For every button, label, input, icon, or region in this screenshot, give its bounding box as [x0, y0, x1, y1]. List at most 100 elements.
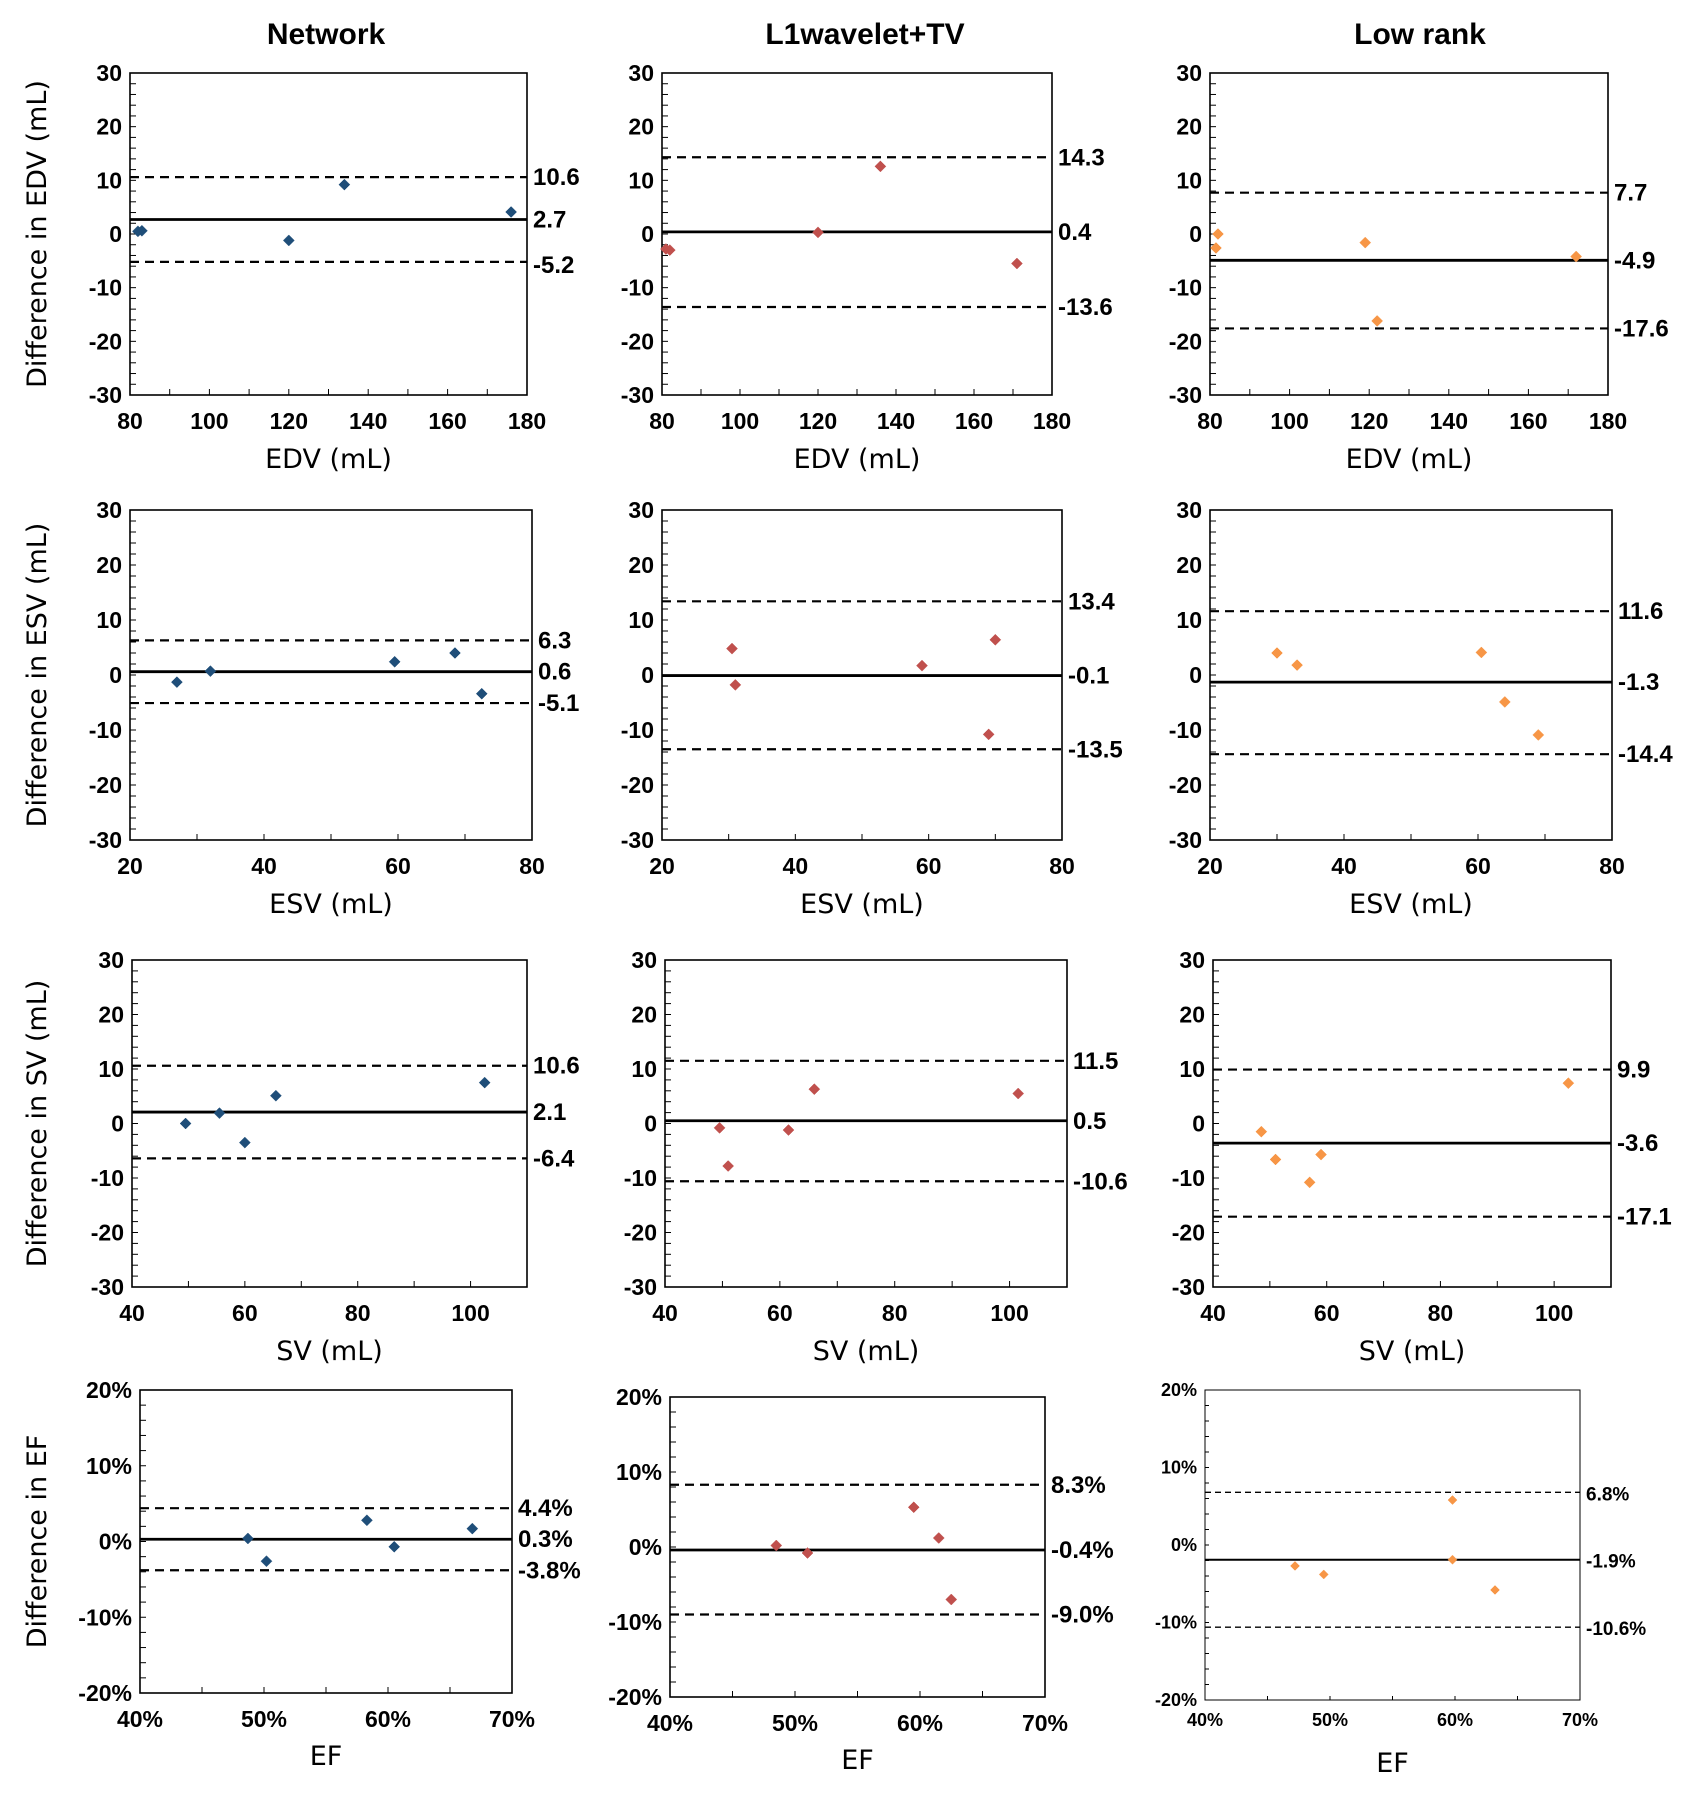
- data-point: [1255, 1125, 1268, 1138]
- data-point: [722, 1160, 735, 1172]
- data-point: [1290, 1561, 1300, 1571]
- mean-difference-label: 0.4: [1058, 219, 1092, 246]
- x-tick-label: 20: [1197, 853, 1223, 879]
- data-point: [1315, 1148, 1327, 1161]
- x-tick-label: 180: [1033, 408, 1071, 434]
- y-tick-label: -30: [1169, 827, 1202, 853]
- y-tick-label: 20: [96, 114, 122, 140]
- panel-edv-low-rank: -30 -20 -10 0 10 20 30 80 100 120 140 160 180 EDV (mL…: [1169, 60, 1669, 475]
- y-tick-label: -10: [624, 1165, 657, 1191]
- y-tick-label: -30: [1172, 1274, 1205, 1300]
- data-point: [213, 1107, 226, 1119]
- x-tick-label: 60: [1465, 853, 1491, 879]
- data-point: [713, 1122, 726, 1134]
- y-tick-label: 30: [1179, 947, 1205, 973]
- upper-limit-label: 13.4: [1068, 588, 1115, 615]
- x-tick-label: 100: [190, 408, 228, 434]
- mean-difference-label: 2.1: [533, 1099, 566, 1126]
- panel-esv-low-rank: -30 -20 -10 0 10 20 30 20 40 60 80 ESV (mL) 11.6 -1.3…: [1169, 497, 1674, 920]
- data-point: [1490, 1585, 1500, 1595]
- y-tick-label: 20%: [616, 1384, 662, 1410]
- data-point: [242, 1532, 254, 1545]
- y-tick-label: 30: [628, 60, 654, 86]
- y-tick-label: 20: [1176, 114, 1202, 140]
- x-tick-label: 70%: [1562, 1710, 1598, 1730]
- panel-edv-network: -30 -20 -10 0 10 20 30 80 100 120 140 160 180 EDV (mL…: [22, 60, 580, 475]
- x-axis-title: EF: [841, 1745, 874, 1776]
- y-tick-label: -10: [1172, 1165, 1205, 1191]
- y-tick-label: 10: [631, 1056, 657, 1082]
- x-tick-label: 80: [345, 1300, 371, 1326]
- x-tick-label: 140: [1430, 408, 1468, 434]
- lower-limit-label: -17.6: [1614, 315, 1669, 342]
- x-tick-label: 50%: [241, 1706, 287, 1732]
- y-axis-title: Difference in EF: [22, 1435, 53, 1649]
- plot-frame: [1209, 72, 1609, 396]
- mean-difference-label: -0.4%: [1051, 1537, 1114, 1564]
- y-tick-label: 10%: [86, 1453, 132, 1479]
- lower-limit-label: -6.4: [533, 1145, 575, 1172]
- x-tick-label: 20: [649, 853, 675, 879]
- x-axis-title: SV (mL): [276, 1336, 383, 1367]
- panel-ef-network: -20% -10% 0% 10% 20% 40% 50% 60% 70% EF Difference…: [22, 1377, 581, 1772]
- x-tick-label: 100: [1270, 408, 1308, 434]
- data-point: [1447, 1495, 1458, 1505]
- data-point: [1212, 228, 1224, 240]
- y-tick-label: 10: [628, 167, 654, 193]
- upper-limit-label: 10.6: [533, 1053, 580, 1080]
- data-point: [1269, 1153, 1282, 1166]
- x-tick-label: 40: [251, 853, 277, 879]
- data-point: [874, 160, 887, 173]
- y-tick-label: -20%: [78, 1680, 132, 1706]
- x-tick-label: 60%: [365, 1706, 411, 1732]
- plot-frame: [129, 509, 533, 841]
- x-axis-title: EF: [310, 1741, 343, 1772]
- y-tick-label: 0%: [1171, 1535, 1197, 1555]
- y-tick-label: -20%: [608, 1684, 662, 1710]
- y-tick-label: 0: [1189, 221, 1202, 247]
- x-tick-label: 60%: [897, 1710, 943, 1736]
- y-tick-label: -20: [89, 772, 122, 798]
- x-tick-label: 50%: [1312, 1710, 1348, 1730]
- y-tick-label: -10: [1169, 275, 1202, 301]
- x-tick-label: 70%: [489, 1706, 535, 1732]
- x-tick-label: 100: [451, 1300, 489, 1326]
- y-tick-label: -30: [1169, 382, 1202, 408]
- data-point: [1011, 257, 1023, 270]
- y-tick-label: -10: [1169, 717, 1202, 743]
- y-tick-label: -10: [621, 275, 654, 301]
- upper-limit-label: 14.3: [1058, 144, 1105, 171]
- x-tick-label: 60: [232, 1300, 258, 1326]
- y-tick-label: 0%: [99, 1529, 132, 1555]
- data-point: [1210, 242, 1222, 254]
- data-point: [1562, 1077, 1575, 1090]
- data-point: [388, 655, 401, 668]
- lower-limit-label: -5.1: [538, 690, 579, 717]
- upper-limit-label: 8.3%: [1051, 1472, 1106, 1499]
- y-tick-label: 10: [628, 607, 654, 633]
- data-point: [171, 676, 183, 689]
- upper-limit-label: 7.7: [1614, 180, 1647, 207]
- data-point: [1303, 1176, 1316, 1189]
- plot-frame: [669, 1396, 1046, 1698]
- y-tick-label: 10: [1176, 167, 1202, 193]
- plot-frame: [1209, 509, 1613, 841]
- data-point: [989, 633, 1002, 646]
- column-title-low-rank: Low rank: [1354, 18, 1486, 51]
- panel-sv-l1wavelet-tv: -30 -20 -10 0 10 20 30 40 60 80 100 SV (mL) 11.5 0.5 -…: [624, 947, 1128, 1367]
- data-point: [282, 234, 295, 247]
- y-tick-label: 20: [1176, 552, 1202, 578]
- panel-edv-l1wavelet-tv: -30 -20 -10 0 10 20 30 80 100 120 140 160 180 EDV (mL…: [621, 60, 1113, 475]
- data-point: [982, 728, 995, 741]
- x-tick-label: 180: [1589, 408, 1627, 434]
- data-point: [388, 1540, 401, 1553]
- y-tick-label: 10: [1179, 1056, 1205, 1082]
- plot-frame: [139, 1389, 513, 1694]
- data-point: [204, 665, 217, 678]
- x-tick-label: 80: [519, 853, 545, 879]
- data-point: [136, 224, 148, 237]
- mean-difference-label: 2.7: [533, 207, 566, 234]
- x-tick-label: 80: [1049, 853, 1075, 879]
- y-tick-label: 0: [641, 662, 654, 688]
- y-tick-label: -10: [89, 275, 122, 301]
